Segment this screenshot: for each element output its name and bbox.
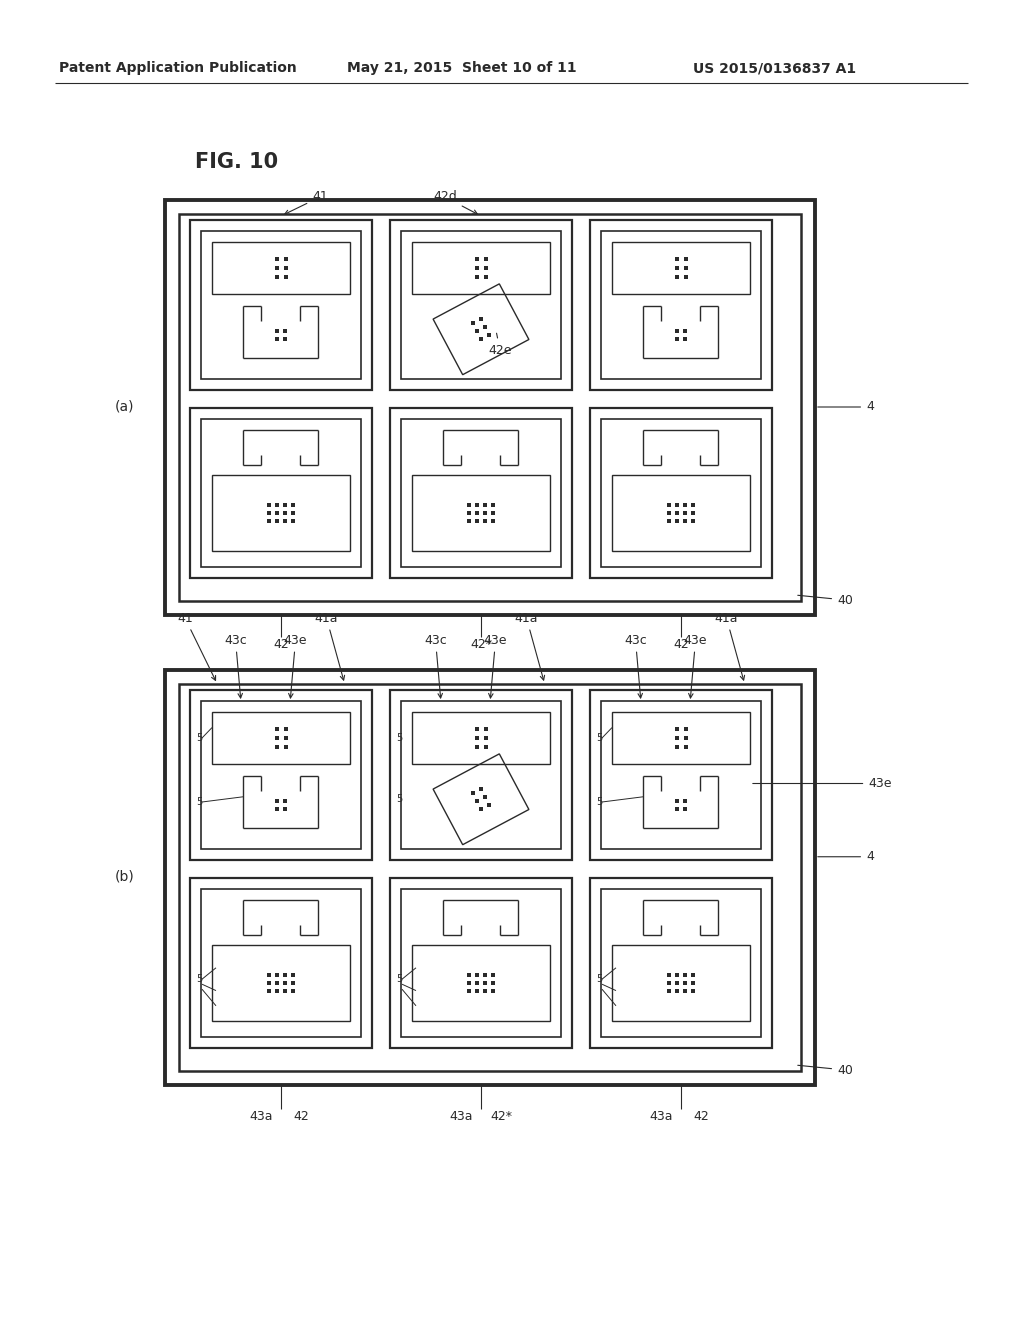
Bar (190, 408, 372, 578)
Text: US 2015/0136837 A1: US 2015/0136837 A1 (693, 61, 856, 75)
Bar (201, 231, 361, 379)
Text: 43c: 43c (424, 634, 446, 698)
Bar (412, 242, 550, 294)
Bar (401, 231, 561, 379)
Bar (165, 671, 815, 1085)
Text: 42*: 42* (490, 1110, 512, 1123)
Bar (212, 711, 350, 764)
Text: 42*: 42* (470, 639, 492, 652)
Text: 41a: 41a (314, 611, 345, 680)
Bar (190, 878, 372, 1048)
Text: 5: 5 (396, 733, 402, 743)
Text: 43e: 43e (684, 634, 708, 698)
Bar (179, 214, 801, 601)
Bar (212, 945, 350, 1020)
Bar (601, 701, 761, 849)
Bar (390, 408, 572, 578)
Bar (412, 711, 550, 764)
Text: 41: 41 (285, 190, 328, 214)
Bar (412, 945, 550, 1020)
Text: 42: 42 (293, 1110, 309, 1123)
Text: 40: 40 (798, 1064, 853, 1077)
Bar (212, 242, 350, 294)
Bar (590, 408, 772, 578)
Bar (412, 475, 550, 550)
Bar (201, 701, 361, 849)
Text: 43a: 43a (450, 1110, 473, 1123)
Bar (612, 945, 750, 1020)
Text: 5: 5 (196, 733, 203, 743)
Bar (212, 475, 350, 550)
Bar (601, 888, 761, 1038)
Bar (201, 418, 361, 568)
Bar (612, 475, 750, 550)
Text: 42d: 42d (433, 190, 477, 214)
Text: 41: 41 (177, 611, 216, 680)
Text: 43e: 43e (753, 777, 892, 789)
Text: 42e: 42e (488, 333, 512, 356)
Bar (401, 418, 561, 568)
Bar (433, 284, 529, 375)
Text: 4: 4 (818, 400, 873, 413)
Bar (433, 754, 529, 845)
Bar (390, 690, 572, 861)
Bar (165, 201, 815, 615)
Bar (390, 220, 572, 389)
Text: 5: 5 (396, 974, 402, 985)
Text: 43a: 43a (649, 1110, 673, 1123)
Bar (612, 711, 750, 764)
Bar (590, 220, 772, 389)
Text: 5: 5 (596, 797, 602, 807)
Text: 43e: 43e (483, 634, 507, 698)
Bar (601, 231, 761, 379)
Text: 40: 40 (798, 594, 853, 606)
Text: (b): (b) (115, 870, 135, 884)
Text: 5: 5 (596, 974, 602, 985)
Bar (190, 220, 372, 389)
Text: 43c: 43c (224, 634, 247, 698)
Bar (401, 701, 561, 849)
Text: 43a: 43a (249, 1110, 272, 1123)
Bar (179, 684, 801, 1071)
Text: 5: 5 (596, 733, 602, 743)
Text: 5: 5 (196, 797, 203, 807)
Text: 42: 42 (273, 639, 289, 652)
Bar (601, 418, 761, 568)
Text: 42: 42 (673, 639, 689, 652)
Text: 42: 42 (693, 1110, 709, 1123)
Text: Patent Application Publication: Patent Application Publication (59, 61, 297, 75)
Bar (590, 878, 772, 1048)
Bar (590, 690, 772, 861)
Text: May 21, 2015  Sheet 10 of 11: May 21, 2015 Sheet 10 of 11 (347, 61, 577, 75)
Text: 4: 4 (818, 850, 873, 863)
Bar (190, 690, 372, 861)
Bar (390, 878, 572, 1048)
Text: 5: 5 (396, 795, 402, 804)
Bar (612, 242, 750, 294)
Text: 41a: 41a (715, 611, 744, 680)
Text: FIG. 10: FIG. 10 (195, 152, 279, 172)
Bar (401, 888, 561, 1038)
Text: 43c: 43c (624, 634, 647, 698)
Text: 41a: 41a (515, 611, 545, 680)
Bar (201, 888, 361, 1038)
Text: 5: 5 (196, 974, 203, 985)
Text: (a): (a) (116, 400, 135, 414)
Text: 43e: 43e (284, 634, 307, 698)
